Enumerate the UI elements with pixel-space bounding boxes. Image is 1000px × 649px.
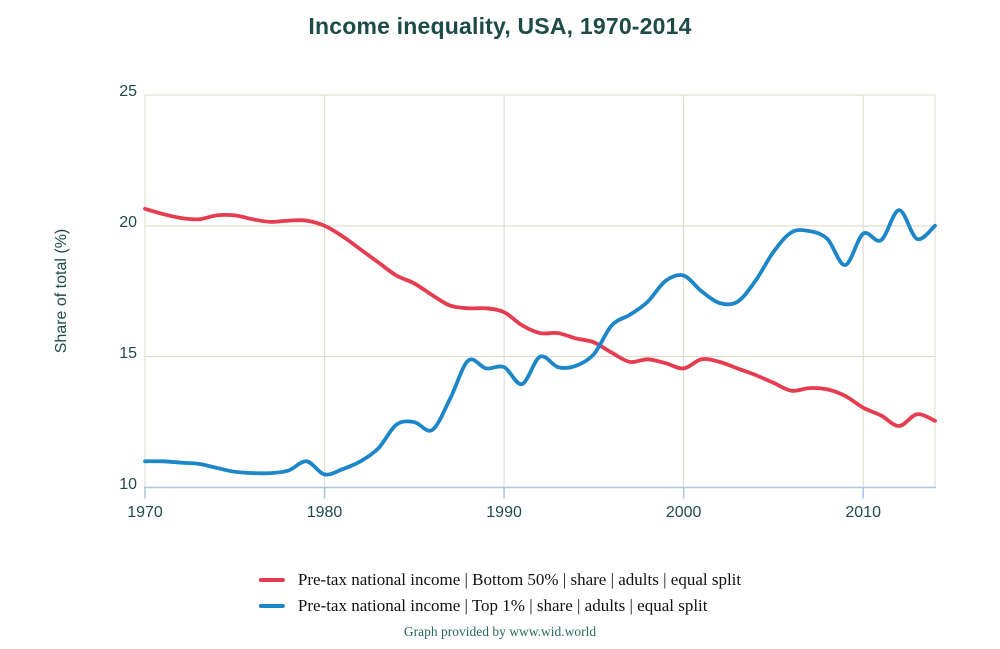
chart-title: Income inequality, USA, 1970-2014 (308, 13, 692, 39)
series-line-top1 (143, 208, 937, 477)
y-tick-label: 10 (119, 475, 137, 493)
y-tick-label: 20 (119, 213, 137, 231)
x-tick-label: 2000 (665, 504, 702, 521)
legend-label-bottom50: Pre-tax national income | Bottom 50% | s… (297, 570, 742, 589)
attribution-note: Graph provided by www.wid.world (403, 624, 597, 639)
x-tick-label: 1970 (127, 504, 163, 521)
legend-swatch-red-line-icon (258, 578, 285, 582)
legend-label-top1: Pre-tax national income | Top 1% | share… (297, 596, 708, 615)
y-tick-label: 15 (119, 344, 137, 362)
legend-item-top1: Pre-tax national income | Top 1% | share… (258, 593, 741, 619)
x-tick-label: 1980 (306, 504, 343, 521)
legend: Pre-tax national income | Bottom 50% | s… (258, 567, 742, 619)
x-tick-label: 1990 (486, 504, 522, 521)
series-line-bottom50 (143, 206, 937, 428)
y-tick-label: 25 (119, 83, 137, 100)
legend-swatch-blue-line-icon (258, 604, 285, 608)
legend-item-bottom50: Pre-tax national income | Bottom 50% | s… (258, 567, 742, 593)
x-tick-label: 2010 (845, 504, 881, 521)
